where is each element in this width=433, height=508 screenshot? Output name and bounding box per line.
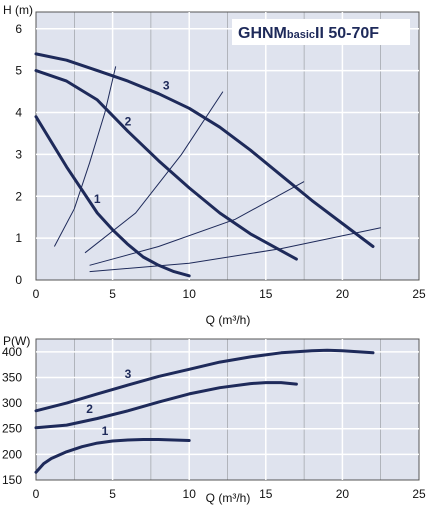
y-tick-label: 150 (2, 473, 22, 487)
head-x-axis-label: Q (m³/h) (206, 313, 251, 327)
x-tick-label: 0 (33, 487, 40, 501)
head-series (34, 52, 375, 278)
y-tick-label: 3 (15, 147, 22, 161)
y-tick-label: 350 (2, 370, 22, 384)
series-line-3 (34, 348, 375, 413)
power-y-tick-labels: 150 200 250 300 350 400 (2, 345, 22, 487)
x-tick-label: 20 (336, 287, 350, 301)
y-tick-label: 300 (2, 396, 22, 410)
title-sub: basic (287, 29, 315, 41)
title-tail: II 50-70F (315, 25, 379, 42)
curve-label-2: 2 (86, 402, 93, 416)
head-y-axis-label: H (m) (3, 3, 33, 17)
system-curve (84, 91, 224, 254)
y-tick-label: 400 (2, 345, 22, 359)
head-chart: 1 2 3 0 5 10 15 20 25 0 1 2 3 4 5 6 GHNMbasicII 50-70… (3, 3, 426, 327)
y-tick-label: 5 (15, 64, 22, 78)
series-line-3 (34, 52, 375, 248)
model-title-box (232, 19, 410, 45)
model-title: GHNMbasicII 50-70F (238, 25, 379, 42)
head-y-tick-labels: 0 1 2 3 4 5 6 (15, 22, 22, 287)
x-tick-label: 5 (109, 287, 116, 301)
curve-label-1: 1 (94, 192, 101, 206)
curve-label-3: 3 (163, 78, 170, 92)
y-tick-label: 200 (2, 447, 22, 461)
power-series (34, 348, 375, 474)
head-curve-labels: 1 2 3 (94, 78, 170, 206)
head-x-tick-labels: 0 5 10 15 20 25 (33, 287, 426, 301)
curve-label-3: 3 (125, 367, 132, 381)
system-curve (89, 181, 305, 266)
y-tick-label: 4 (15, 106, 22, 120)
series-line-1 (34, 115, 191, 278)
x-tick-label: 5 (109, 487, 116, 501)
system-curve (89, 227, 381, 273)
x-tick-label: 20 (336, 487, 350, 501)
series-line-1 (34, 438, 191, 474)
head-system-curves (53, 66, 381, 273)
y-tick-label: 250 (2, 422, 22, 436)
y-tick-label: 0 (15, 273, 22, 287)
y-tick-label: 6 (15, 22, 22, 36)
title-main: GHNM (238, 25, 287, 42)
power-x-axis-label: Q (m³/h) (206, 491, 251, 505)
x-tick-label: 15 (259, 487, 273, 501)
curve-label-2: 2 (125, 114, 132, 128)
series-line-2 (34, 69, 298, 261)
x-tick-label: 25 (412, 287, 426, 301)
power-chart: 12 3 0 5 10 15 20 25 150 200 250 300 350 400 P(W) Q… (2, 334, 426, 505)
x-tick-label: 10 (183, 287, 197, 301)
power-x-tick-labels: 0 5 10 15 20 25 (33, 487, 426, 501)
x-tick-label: 0 (33, 287, 40, 301)
y-tick-label: 1 (15, 231, 22, 245)
x-tick-label: 10 (183, 487, 197, 501)
x-tick-label: 15 (259, 287, 273, 301)
y-tick-label: 2 (15, 189, 22, 203)
curve-label-1: 1 (102, 424, 109, 438)
power-curve-labels: 12 3 (86, 367, 131, 438)
system-curve (53, 66, 117, 247)
x-tick-label: 25 (412, 487, 426, 501)
series-line-2 (34, 381, 298, 430)
power-y-axis-label: P(W) (3, 334, 30, 348)
